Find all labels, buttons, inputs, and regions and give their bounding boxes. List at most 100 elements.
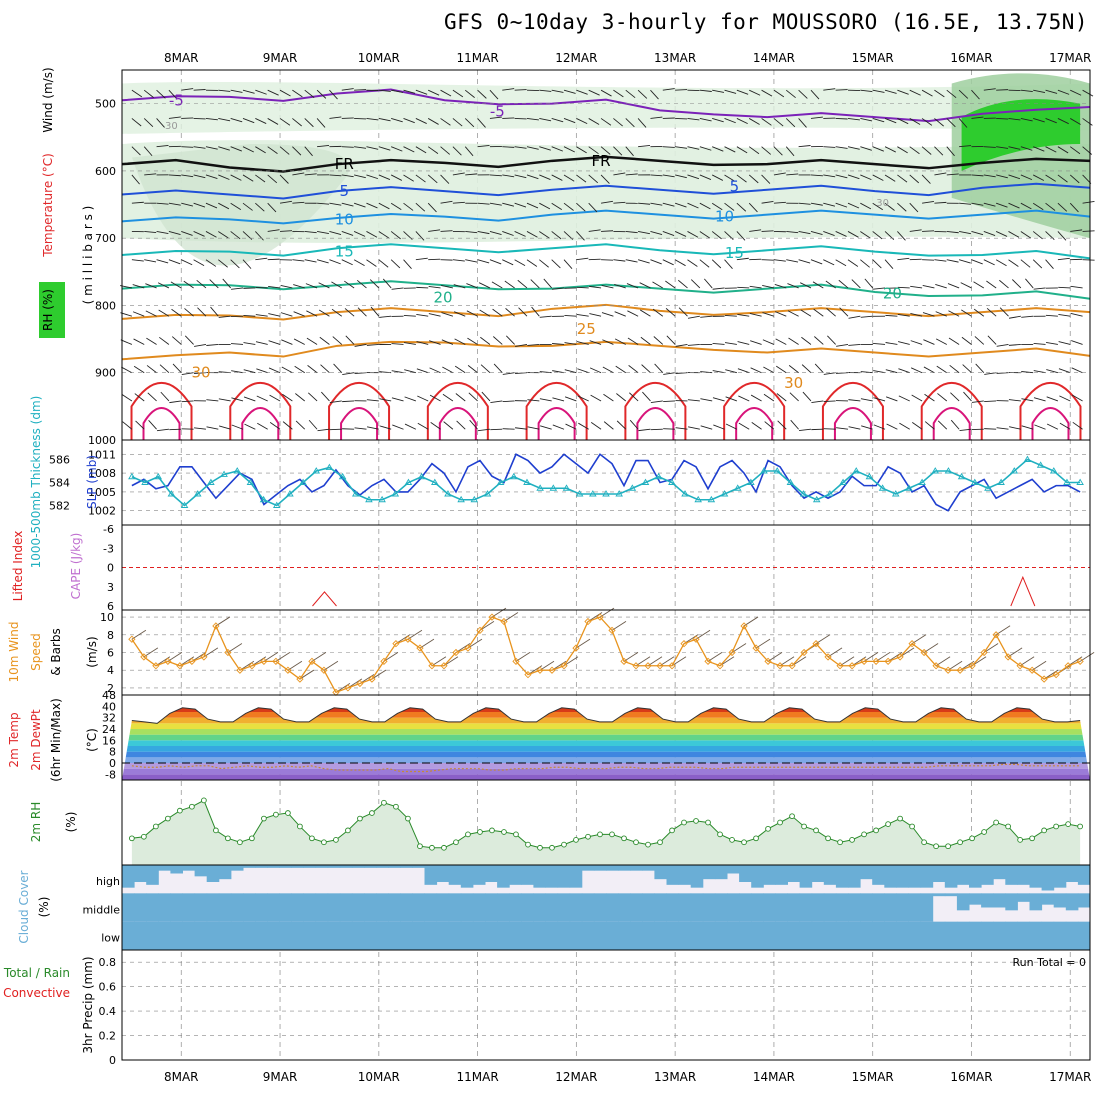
slp-tick-label: 1002 xyxy=(88,505,116,518)
wind-barb xyxy=(171,308,182,317)
cloud-cell-middle xyxy=(497,893,510,922)
wind-barb xyxy=(292,172,305,176)
wind-barb xyxy=(996,89,1009,91)
wind-barb xyxy=(1020,174,1033,181)
cloud-cell-high xyxy=(243,865,256,868)
wind-barb xyxy=(847,231,859,238)
wind-barb xyxy=(131,146,141,156)
contour-label: 30 xyxy=(876,198,889,209)
wind-barb xyxy=(156,259,169,264)
wind-barb xyxy=(341,202,354,207)
thickness-tick-label: 582 xyxy=(49,500,70,513)
precip-tick-label: 0 xyxy=(109,1054,116,1067)
wind-speed-point xyxy=(1052,670,1060,679)
wind-barb xyxy=(255,146,266,154)
wind-barb xyxy=(872,118,885,123)
cloud-cell-low xyxy=(606,921,619,950)
rh2m-point xyxy=(1041,827,1047,834)
thickness-point xyxy=(944,467,953,474)
cloud-cell-low xyxy=(678,921,692,950)
wind-barb xyxy=(885,396,898,402)
isotherm-40-loop xyxy=(241,407,280,440)
wind-speed-point xyxy=(428,662,436,670)
rh2m-line xyxy=(131,799,1081,849)
wind-barb xyxy=(961,336,972,345)
wind-barb xyxy=(514,117,527,120)
temp-color-band xyxy=(122,729,1090,735)
wind-barb xyxy=(637,118,647,128)
rh2m-point xyxy=(693,818,699,824)
wind-speed-point xyxy=(224,648,232,657)
cloud-cell-middle xyxy=(751,893,764,922)
wind-barb xyxy=(687,174,700,180)
cloud-cell-middle xyxy=(1017,893,1030,902)
wind-speed-point xyxy=(488,613,496,621)
wind-barb xyxy=(860,202,872,210)
wind-barb xyxy=(1082,230,1095,232)
thickness-point xyxy=(839,478,847,485)
wind-barb xyxy=(465,231,478,234)
wind-barb xyxy=(613,89,624,98)
wind-barb xyxy=(749,258,762,261)
cloud-cell-low xyxy=(932,921,946,950)
wind-barb xyxy=(563,174,575,182)
wind-barb xyxy=(551,231,562,240)
wind-barb xyxy=(971,202,984,206)
wind-barb xyxy=(912,421,923,430)
wind-barb xyxy=(530,279,540,289)
isotherm-35-loop xyxy=(1019,381,1082,440)
wind-barb xyxy=(1045,118,1057,124)
wind-barb xyxy=(304,231,317,234)
wind-speed-point xyxy=(980,648,988,657)
thickness-point xyxy=(799,490,808,497)
cloud-cell-high xyxy=(134,865,147,882)
wind-barb xyxy=(455,393,466,402)
wind-barb xyxy=(440,118,451,126)
wind-barb xyxy=(935,311,947,317)
wind-barb xyxy=(197,307,207,317)
cloud-cell-low xyxy=(521,921,534,950)
wind-barb xyxy=(382,278,392,289)
precip-total-rain-label: Total / Rain xyxy=(3,966,70,980)
wind-barb xyxy=(552,287,565,290)
cloud-cell-low xyxy=(872,921,885,950)
wind-barb xyxy=(860,117,873,122)
wind-barb xyxy=(995,625,1011,636)
cloud-cell-middle xyxy=(509,893,522,922)
wind-barb xyxy=(687,344,700,346)
rh2m-point xyxy=(753,835,759,842)
wind-barb xyxy=(1057,146,1069,154)
wind-barb xyxy=(181,88,194,91)
wind-barb xyxy=(737,368,750,374)
cloud-cell-low xyxy=(376,921,389,950)
cloud-cell-middle xyxy=(218,893,232,922)
rh2m-point xyxy=(621,835,627,842)
thickness-point xyxy=(852,467,861,474)
wind-barb xyxy=(776,393,787,402)
cloud-cell-middle xyxy=(1065,893,1079,911)
wind-barb xyxy=(321,391,330,402)
wind-barb xyxy=(959,145,972,148)
cloud-cell-high xyxy=(714,865,728,880)
date-label-top: 11MAR xyxy=(457,51,499,65)
wind-barb xyxy=(479,620,495,631)
wind-barb xyxy=(736,146,748,154)
rh2m-point xyxy=(177,807,183,814)
wind-barb xyxy=(750,394,762,402)
wind-barb xyxy=(836,427,849,430)
wind-barb xyxy=(218,398,231,402)
wind-barb xyxy=(712,370,725,374)
wind-barb xyxy=(949,364,960,374)
cloud-cell-low xyxy=(460,921,474,950)
wind-barb xyxy=(194,344,207,347)
wind-barb xyxy=(299,669,315,680)
wind-barb xyxy=(589,367,602,374)
wind-barb xyxy=(626,283,639,289)
wind-barb xyxy=(134,393,145,402)
cloud-cell-middle xyxy=(158,893,171,922)
rh2m-point xyxy=(1017,837,1023,843)
wind-barb xyxy=(218,202,230,210)
wind-speed-point xyxy=(152,662,160,670)
wind-barb xyxy=(748,146,760,155)
